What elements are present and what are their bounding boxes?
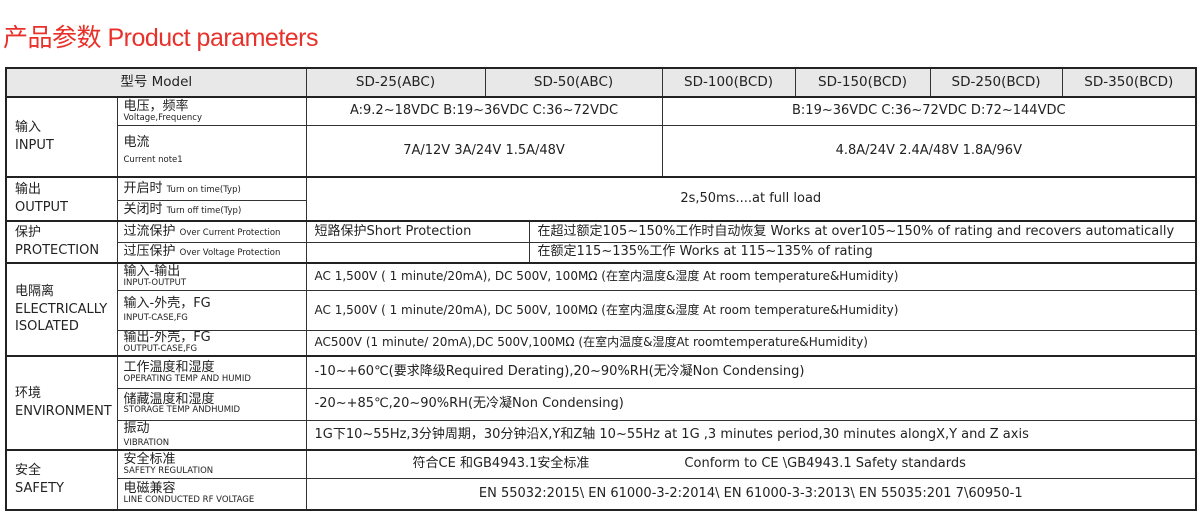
model-sd150: SD-150(BCD) <box>794 67 931 98</box>
param-voltage: 电压，频率 Voltage,Frequency <box>116 96 307 126</box>
param-operating-temp: 工作温度和湿度 OPERATING TEMP AND HUMID <box>116 355 307 389</box>
isolation-value: AC500V (1 minute/ 20mA),DC 500V,100MΩ (在… <box>305 329 1197 357</box>
param-turn-on: 开启时 Turn on time(Typ) <box>116 176 307 201</box>
ocp-value-a: 短路保护Short Protection <box>305 220 530 243</box>
isolation-value: AC 1,500V ( 1 minute/20mA), DC 500V, 100… <box>305 289 1197 331</box>
param-safety-regulation: 安全标准 SAFETY REGULATION <box>116 449 307 479</box>
param-turn-off: 关闭时 Turn off time(Typ) <box>116 199 307 222</box>
isolation-value: AC 1,500V ( 1 minute/20mA), DC 500V, 100… <box>305 262 1197 291</box>
model-header: 型号 Model <box>5 67 307 98</box>
category-protection: 保护 PROTECTION <box>5 220 118 264</box>
model-sd250: SD-250(BCD) <box>929 67 1063 98</box>
category-output: 输出 OUTPUT <box>5 176 118 222</box>
param-emc: 电磁兼容 LINE CONDUCTED RF VOLTAGE <box>116 477 307 511</box>
param-input-case: 输入-外壳，FG INPUT-CASE,FG <box>116 289 307 331</box>
param-storage-temp: 储藏温度和湿度 STORAGE TEMP ANDHUMID <box>116 387 307 421</box>
ocp-value-b: 在超过额定105~150%工作时自动恢复 Works at over105~15… <box>528 220 1197 243</box>
model-sd350: SD-350(BCD) <box>1061 67 1197 98</box>
category-environment: 环境 ENVIRONMENT <box>5 355 118 451</box>
current-value-abc: 7A/12V 3A/24V 1.5A/48V <box>305 124 663 178</box>
environment-value: 1G下10~55Hz,3分钟周期，30分钟沿X,Y和Z轴 10~55Hz at … <box>305 419 1197 451</box>
param-current: 电流 Current note1 <box>116 124 307 178</box>
output-value: 2s,50ms....at full load <box>305 176 1197 222</box>
param-ocp: 过流保护 Over Current Protection <box>116 220 307 243</box>
environment-value: -10~+60℃(要求降级Required Derating),20~90%RH… <box>305 355 1197 389</box>
current-value-bcd: 4.8A/24V 2.4A/48V 1.8A/96V <box>661 124 1197 178</box>
param-output-case: 输出-外壳，FG OUTPUT-CASE,FG <box>116 329 307 357</box>
ovp-value-a <box>305 241 530 264</box>
environment-value: -20~+85℃,20~90%RH(无冷凝Non Condensing) <box>305 387 1197 421</box>
model-sd25: SD-25(ABC) <box>305 67 486 98</box>
ovp-value-b: 在额定115~135%工作 Works at 115~135% of ratin… <box>528 241 1197 264</box>
model-sd50: SD-50(ABC) <box>484 67 663 98</box>
category-input: 输入 INPUT <box>5 96 118 178</box>
category-isolation: 电隔离 ELECTRICALLY ISOLATED <box>5 262 118 357</box>
model-sd100: SD-100(BCD) <box>661 67 796 98</box>
category-safety: 安全 SAFETY <box>5 449 118 511</box>
param-input-output: 输入-输出 INPUT-OUTPUT <box>116 262 307 291</box>
emc-value: EN 55032:2015\ EN 61000-3-2:2014\ EN 610… <box>305 477 1197 511</box>
product-parameters-table: 型号 Model SD-25(ABC) SD-50(ABC) SD-100(BC… <box>5 67 1198 511</box>
page-title: 产品参数 Product parameters <box>3 24 319 52</box>
param-ovp: 过压保护 Over Voltage Protection <box>116 241 307 264</box>
voltage-value-abc: A:9.2~18VDC B:19~36VDC C:36~72VDC <box>305 96 663 126</box>
voltage-value-bcd: B:19~36VDC C:36~72VDC D:72~144VDC <box>661 96 1197 126</box>
param-vibration: 振动 VIBRATION <box>116 419 307 451</box>
safety-value: 符合CE 和GB4943.1安全标准 Conform to CE \GB4943.… <box>305 449 1197 479</box>
